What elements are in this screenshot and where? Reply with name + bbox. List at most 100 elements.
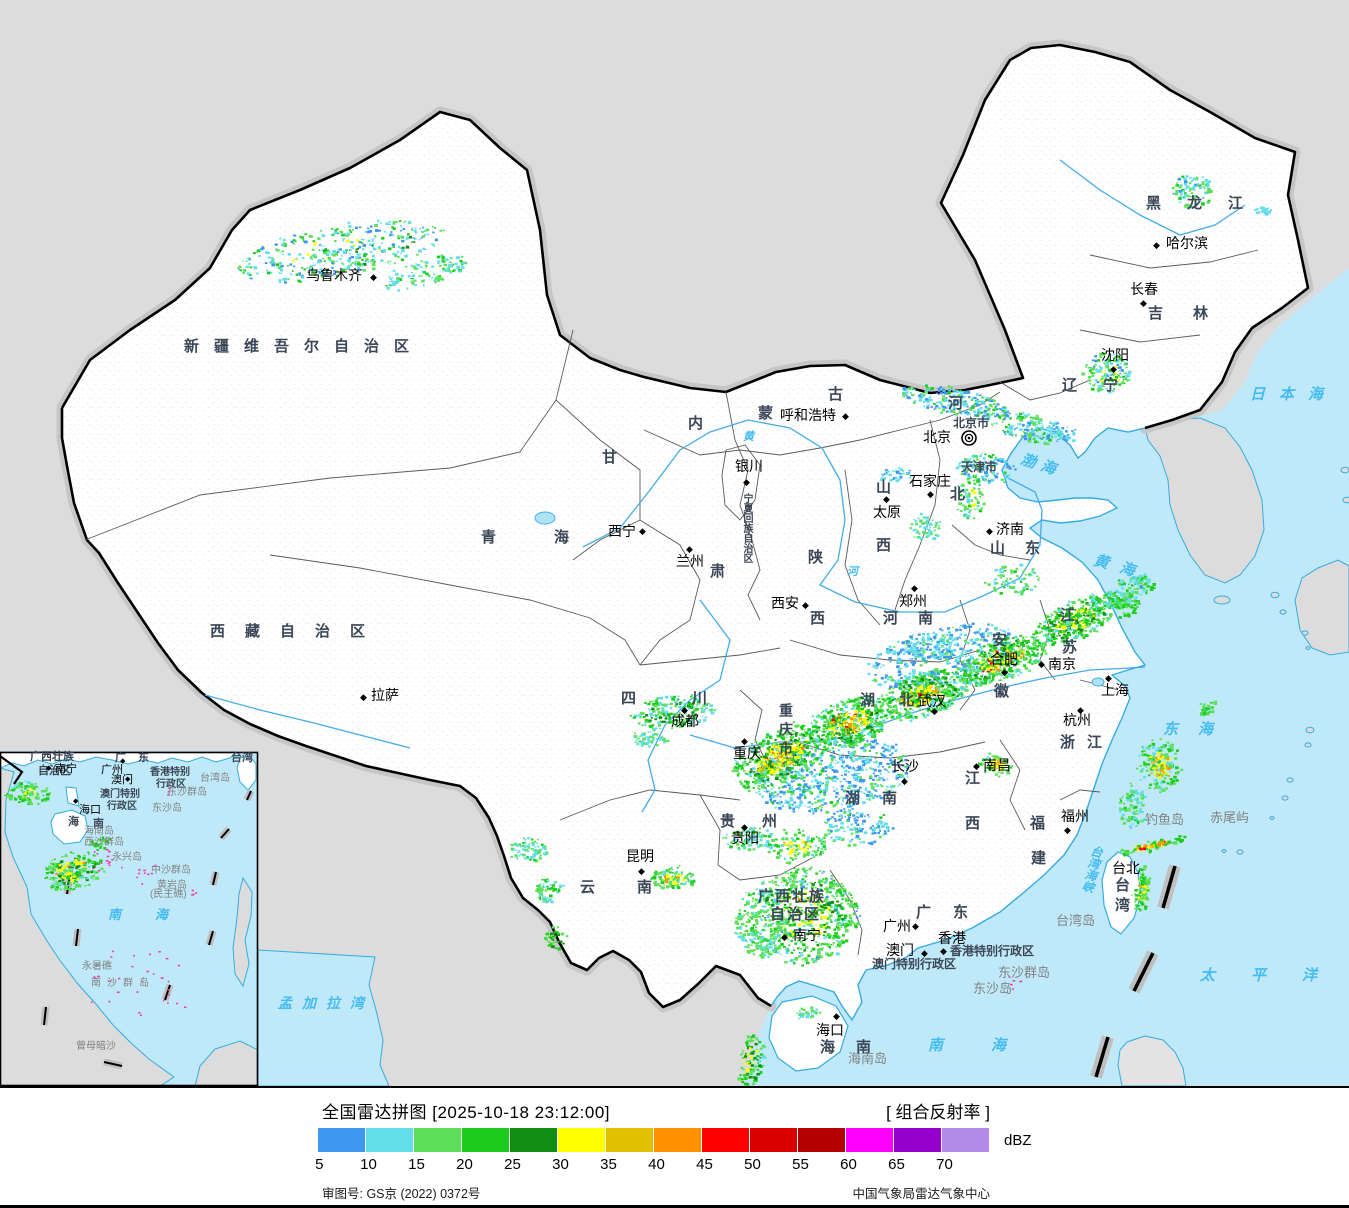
national-border-south [60,408,772,1009]
island-marker [90,1001,93,1004]
radar-echo-layer [4,175,1272,1086]
dbz-tick: 65 [888,1156,905,1173]
island-marker [140,1014,142,1016]
island-marker [108,980,111,982]
province-boundary [725,391,761,621]
map-canvas [0,39,1349,1086]
province-boundary [559,789,741,821]
province-boundary [721,444,761,521]
ryukyu-island [1270,591,1280,599]
island-marker [167,980,170,983]
island-marker [1012,988,1014,990]
island-marker [121,866,123,869]
inset-taiwan [236,755,257,791]
kyushu-island [1294,559,1349,656]
boundary-dash [212,871,217,886]
ryukyu-island [1269,816,1275,820]
boundary-dash [220,828,230,839]
island-marker [98,869,101,872]
island-marker [118,977,121,980]
ryukyu-island [1305,726,1315,734]
boundary-dash [1161,865,1177,909]
dbz-color-cell [558,1128,605,1152]
island-marker [136,991,139,993]
island-marker [176,1002,179,1005]
dbz-tick-labels: 5 10 15 20 25 30 35 40 45 50 55 60 65 70 [315,1156,990,1174]
province-boundary [639,519,701,666]
province-boundary [999,379,1091,401]
island-marker [162,999,165,1002]
island-marker [147,873,150,876]
island-marker [96,853,99,855]
ryukyu-island [1340,466,1349,474]
dbz-tick: 60 [840,1156,857,1173]
dbz-unit-label: dBZ [1004,1132,1032,1149]
terrain-texture [62,45,1308,1020]
ryukyu-island [1342,496,1349,504]
boundary-dash [1094,1036,1110,1078]
island-marker [108,861,111,863]
island-marker [194,892,198,894]
dbz-tick: 5 [315,1156,324,1173]
dbz-color-cell [654,1128,701,1152]
boundary-dash [103,1061,123,1067]
island-marker [143,872,146,874]
dbz-color-cell [318,1128,365,1152]
island-marker [191,889,194,892]
legend-inner: 全国雷达拼图 [2025-10-18 23:12:00] [ 组合反射率 ] d… [315,1088,1031,1208]
island-marker [192,893,195,896]
province-boundary [739,689,769,766]
province-boundary [269,554,641,666]
inset-indochina [0,767,175,1086]
dbz-tick: 55 [792,1156,809,1173]
dbz-tick: 15 [408,1156,425,1173]
province-boundary [789,639,981,663]
ryukyu-island [1305,646,1311,650]
china-coastline [770,427,1147,1022]
map-title: 全国雷达拼图 [2025-10-18 23:12:00] [322,1103,611,1122]
island-marker [167,994,170,996]
taihu-lake [1091,677,1105,687]
dbz-color-cell [798,1128,845,1152]
boundary-dash [246,790,252,801]
island-marker [112,950,114,953]
inset-mainland [0,751,238,769]
island-marker [100,862,103,864]
island-marker [1008,976,1011,978]
island-marker [116,991,120,994]
island-marker [107,862,110,865]
dbz-color-cell [894,1128,941,1152]
island-marker [93,851,96,853]
province-boundary [1089,249,1259,269]
dbz-tick: 10 [360,1156,377,1173]
dbz-tick: 30 [552,1156,569,1173]
island-marker [160,977,164,979]
province-boundary [1059,789,1101,801]
island-marker [133,954,135,957]
province-boundary [844,469,881,626]
island-marker [167,989,170,991]
dbz-color-cell [750,1128,797,1152]
island-marker [167,794,170,796]
ryukyu-island [1301,630,1309,636]
island-marker [153,865,156,867]
island-marker [108,850,111,853]
national-border-north [60,43,1310,430]
product-label: [ 组合反射率 ] [886,1103,990,1122]
island-marker [92,867,95,870]
province-boundary [829,869,863,956]
island-marker [146,970,150,973]
province-boundary [999,739,1026,831]
island-marker [106,855,110,858]
agency-credit: 中国气象局雷达气象中心 [852,1187,990,1201]
dbz-tick: 35 [600,1156,617,1173]
inset-border-segment [0,755,24,785]
ryukyu-island [1281,795,1289,801]
island-marker [158,951,161,953]
ryukyu-island [1286,777,1294,783]
island-marker [143,869,146,872]
island-marker [110,956,113,958]
island-marker [165,957,169,960]
island-marker [138,1012,141,1014]
